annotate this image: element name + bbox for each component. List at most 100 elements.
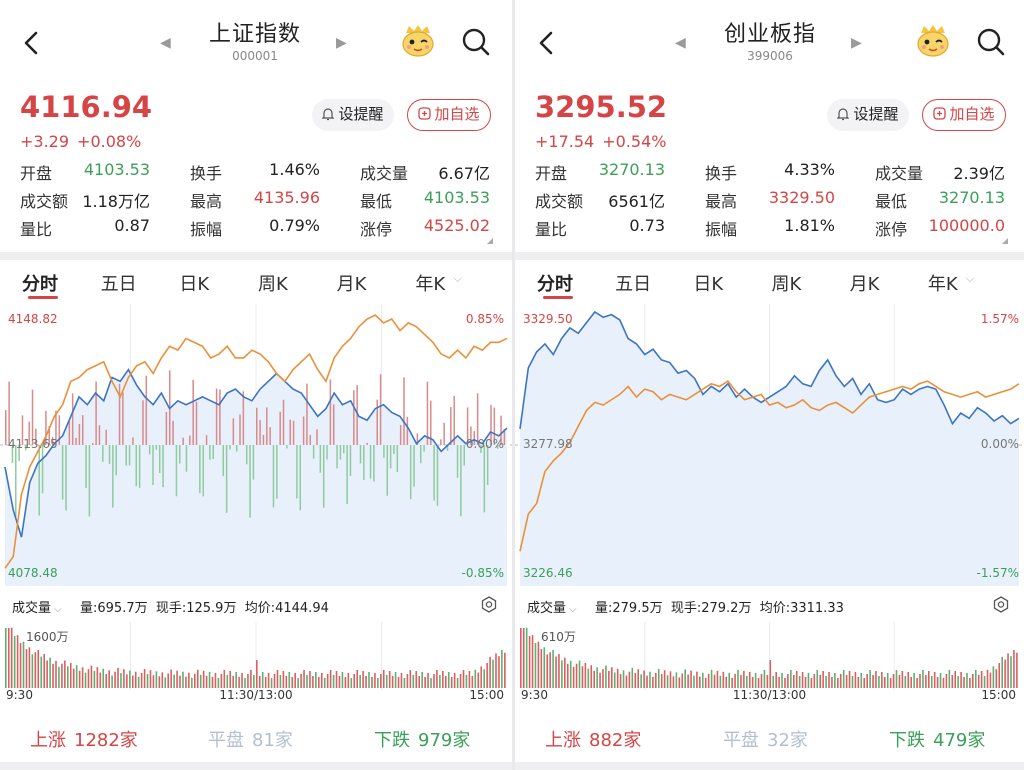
volume-bar	[1016, 652, 1018, 688]
volume-bar	[16, 635, 19, 688]
tab-2[interactable]: 日K	[693, 274, 724, 295]
volume-dropdown[interactable]: 成交量 ⌵	[12, 597, 62, 616]
flow-bar	[239, 414, 241, 445]
flow-bar	[369, 445, 372, 479]
index-title: 创业板指	[723, 22, 816, 47]
intraday-chart[interactable]: 4148.82 4113.65 4078.48 0.85% 0.00% -0.85%	[0, 304, 512, 586]
mascot-icon[interactable]	[400, 24, 436, 58]
flow-bar	[179, 445, 181, 464]
next-index-icon[interactable]: ▶	[336, 35, 347, 51]
tab-0[interactable]: 分时	[537, 274, 573, 295]
volume-bar	[371, 676, 373, 688]
stat-label: 成交额	[535, 192, 584, 211]
mascot-icon[interactable]	[915, 24, 951, 58]
prev-index-icon[interactable]: ◀	[675, 35, 686, 51]
tab-2[interactable]: 日K	[179, 274, 210, 295]
stats-row: 成交额 1.18万亿 最高 4135.96 最低 4103.53	[20, 188, 490, 216]
volume-bar	[196, 669, 199, 688]
expand-corner-icon[interactable]	[487, 238, 493, 244]
volume-bar	[998, 662, 1001, 688]
volume-dropdown[interactable]: 成交量 ⌵	[527, 597, 577, 616]
flow-bar	[135, 445, 138, 487]
breadth-label: 下跌	[889, 730, 925, 751]
flow-bar	[219, 389, 221, 445]
volume-bar	[244, 677, 246, 688]
divider	[0, 762, 512, 770]
volume-bar	[663, 670, 666, 688]
volume-bar	[1007, 653, 1009, 688]
volume-bar	[61, 663, 63, 688]
tab-1[interactable]: 五日	[615, 274, 652, 295]
stat-value: 3329.50	[768, 188, 835, 207]
tab-4[interactable]: 月K	[849, 274, 880, 295]
stat-value: 1.81%	[784, 216, 835, 235]
flow-bar	[158, 445, 161, 474]
volume-bar	[447, 671, 450, 688]
volume-bar	[108, 670, 110, 688]
next-index-icon[interactable]: ▶	[851, 35, 862, 51]
set-alert-button[interactable]: 设提醒	[312, 99, 394, 131]
volume-bar	[318, 676, 320, 688]
prev-index-icon[interactable]: ◀	[160, 35, 171, 51]
volume-chart[interactable]: 1600万	[0, 622, 512, 690]
volume-bar	[217, 677, 220, 688]
volume-bar	[273, 673, 276, 688]
volume-bar	[522, 627, 525, 688]
add-watchlist-button[interactable]: 加自选	[407, 99, 491, 131]
volume-bar	[831, 676, 833, 688]
settings-icon[interactable]	[992, 596, 1010, 614]
volume-bar	[205, 675, 208, 688]
flow-bar	[55, 410, 57, 445]
volume-bar	[377, 677, 379, 688]
tab-3[interactable]: 周K	[258, 274, 288, 295]
flow-bar	[493, 407, 496, 445]
back-arrow-icon[interactable]	[18, 28, 48, 58]
nav-bar: ◀ 上证指数 000001 ▶	[0, 0, 512, 86]
tab-5[interactable]: 年K	[927, 274, 958, 295]
flow-bar	[399, 424, 402, 445]
tab-4[interactable]: 月K	[336, 274, 367, 295]
volume-bar	[261, 671, 264, 688]
volume-bar	[696, 671, 698, 688]
search-icon[interactable]	[460, 26, 492, 58]
volume-bar	[722, 671, 725, 688]
volume-bar	[675, 672, 678, 688]
expand-corner-icon[interactable]	[1002, 238, 1008, 244]
volume-bar	[605, 665, 607, 688]
flow-bar	[172, 420, 174, 445]
tab-3[interactable]: 周K	[771, 274, 802, 295]
active-tab-indicator	[28, 296, 58, 299]
volume-bar	[341, 671, 344, 688]
stat-value: 1.46%	[269, 160, 320, 179]
volume-bar	[256, 660, 258, 688]
set-alert-button[interactable]: 设提醒	[827, 99, 909, 131]
tab-0[interactable]: 分时	[22, 274, 58, 295]
flow-bar	[349, 445, 352, 477]
volume-bar	[380, 673, 382, 688]
flow-bar	[8, 381, 10, 445]
volume-bar	[760, 673, 763, 688]
stat-value: 4135.96	[253, 188, 320, 207]
volume-chart[interactable]: 610万	[515, 622, 1024, 690]
flow-bar	[58, 415, 61, 445]
settings-icon[interactable]	[480, 596, 498, 614]
add-watchlist-button[interactable]: 加自选	[922, 99, 1006, 131]
volume-bar	[590, 665, 593, 688]
volume-bar	[453, 672, 456, 688]
tab-1[interactable]: 五日	[100, 274, 137, 295]
search-icon[interactable]	[975, 26, 1007, 58]
volume-bar	[1010, 656, 1012, 688]
volume-bar	[546, 654, 549, 688]
axis-label-low-pct: -0.85%	[461, 566, 504, 580]
tab-5[interactable]: 年K	[415, 274, 446, 295]
intraday-chart[interactable]: 3329.50 3277.98 3226.46 1.57% 0.00% -1.57%	[515, 304, 1024, 586]
volume-bar	[285, 675, 288, 688]
stats-row: 开盘 3270.13 换手 4.33% 成交量 2.39亿	[535, 160, 1005, 188]
flow-bar	[102, 445, 104, 462]
volume-bar	[480, 666, 483, 688]
volume-bar	[93, 670, 96, 688]
volume-bar	[1013, 649, 1015, 688]
volume-bar	[725, 676, 728, 688]
volume-bar	[854, 671, 857, 688]
back-arrow-icon[interactable]	[533, 28, 563, 58]
